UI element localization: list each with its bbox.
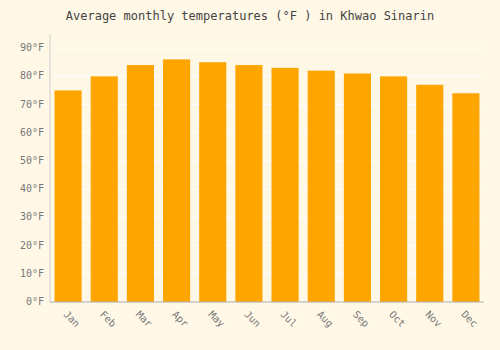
chart-container: 0°F 10°F 20°F 30°F 40°F 50°F 60°F 70°F 80°F 90°F J… [0,0,500,350]
x-tick-label: Sep [351,309,372,330]
y-tick-label: 10°F [20,268,44,279]
bar [416,85,443,302]
y-tick-label: 30°F [20,211,44,222]
y-tick-label: 0°F [26,296,44,307]
x-tick-label: Nov [423,309,444,330]
bar [272,68,299,302]
bar [199,62,226,302]
y-axis-line [50,34,51,302]
grid [50,48,484,302]
y-tick-label: 60°F [20,127,44,138]
y-tick-label: 20°F [20,240,44,251]
bars [55,59,480,302]
bar [308,71,335,302]
y-tick-label: 80°F [20,70,44,81]
x-tick-label: Jan [62,309,83,330]
x-tick-label: May [206,309,227,330]
x-tick-label: Dec [459,309,480,330]
background [0,0,500,350]
bar [163,59,190,302]
bar [452,93,479,302]
y-tick-label: 40°F [20,183,44,194]
grid-line [50,302,484,303]
x-tick-label: Jul [279,309,300,330]
title: Average monthly temperatures (°F ) in Kh… [66,9,434,23]
bar [91,76,118,302]
chart: 0°F 10°F 20°F 30°F 40°F 50°F 60°F 70°F 80°F 90°F J… [0,0,500,350]
bar [127,65,154,302]
y-tick-label: 50°F [20,155,44,166]
y-tick-label: 70°F [20,99,44,110]
bar [235,65,262,302]
x-tick-label: Apr [170,309,191,330]
grid-line [50,48,484,49]
x-tick-label: Aug [315,309,336,330]
y-tick-label: 90°F [20,42,44,53]
x-tick-label: Feb [98,309,119,330]
x-axis-line [50,302,484,303]
bar [344,73,371,302]
bar [55,90,82,302]
x-tick-label: Jun [242,309,263,330]
x-tick-label: Mar [134,309,155,330]
x-tick-label: Oct [387,309,408,330]
bar [380,76,407,302]
